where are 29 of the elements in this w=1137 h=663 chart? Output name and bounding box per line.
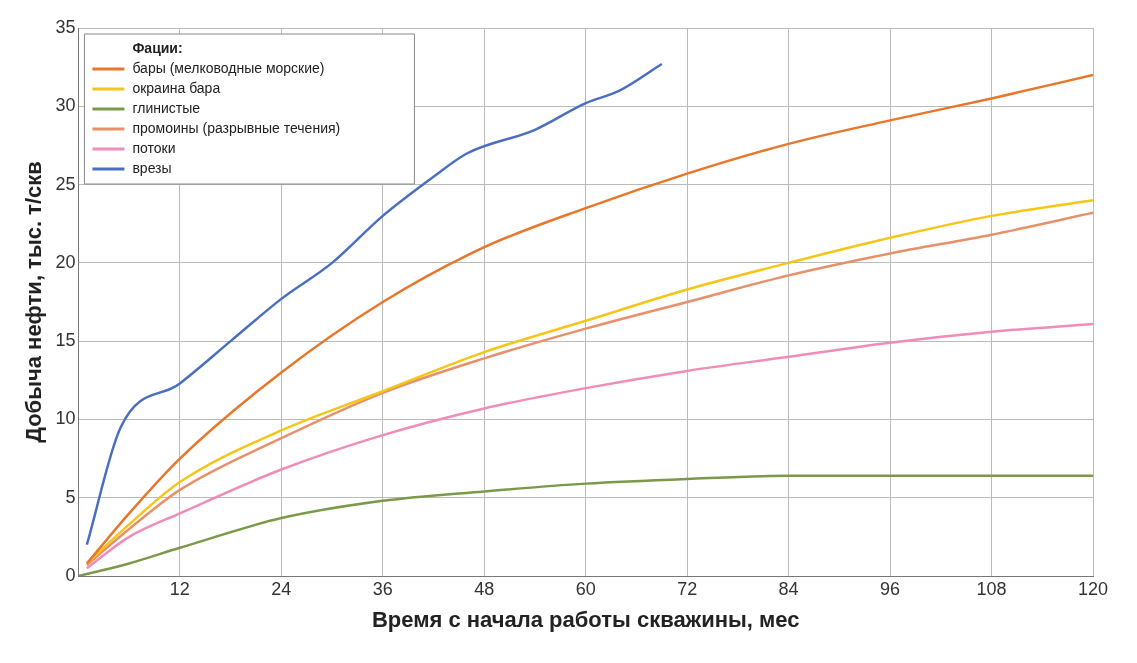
y-tick-label: 20: [55, 251, 76, 272]
y-tick-label: 30: [55, 95, 76, 116]
x-axis-title: Время с начала работы скважины, мес: [371, 606, 800, 632]
x-tick-label: 72: [677, 578, 698, 599]
line-series: [85, 62, 664, 546]
x-tick-label: 108: [976, 578, 1007, 599]
x-tick-label: 24: [271, 578, 292, 599]
x-tick-label: 12: [169, 578, 190, 599]
y-tick-label: 35: [55, 16, 76, 37]
x-tick-label: 60: [575, 578, 596, 599]
legend-label: окраина бара: [132, 79, 221, 96]
x-tick-label: 120: [1077, 578, 1109, 599]
legend-title: Фации:: [132, 39, 183, 56]
legend-label: потоки: [132, 139, 176, 156]
y-axis-title: Добыча нефти, тыс. т/скв: [21, 161, 47, 443]
legend-label: промоины (разрывные течения): [132, 119, 341, 136]
x-tick-label: 36: [372, 578, 393, 599]
y-tick-label: 25: [55, 173, 76, 194]
y-tick-label: 15: [55, 330, 76, 351]
line-series: [85, 322, 1093, 570]
y-tick-label: 5: [65, 486, 76, 507]
y-tick-label: 0: [65, 564, 76, 585]
legend-label: глинистые: [132, 99, 201, 116]
y-tick-label: 10: [55, 408, 76, 429]
legend-label: бары (мелководные морские): [132, 59, 325, 76]
x-tick-label: 48: [474, 578, 495, 599]
x-tick-label: 84: [778, 578, 799, 599]
x-tick-label: 96: [880, 578, 901, 599]
legend-label: врезы: [132, 159, 172, 176]
